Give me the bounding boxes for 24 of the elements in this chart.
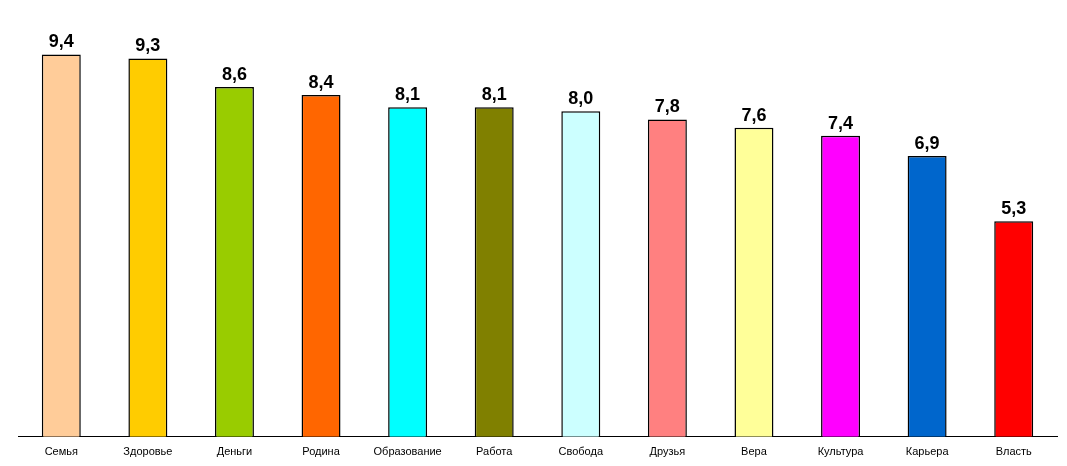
data-label: 8,1 xyxy=(481,84,507,105)
data-label: 5,3 xyxy=(1001,198,1027,219)
data-label: 8,4 xyxy=(308,72,334,93)
x-tick-label: Власть xyxy=(995,445,1033,458)
x-tick-label: Родина xyxy=(302,445,341,458)
x-tick-label: Друзья xyxy=(649,445,686,458)
x-tick-label: Свобода xyxy=(558,445,604,458)
data-label: 7,4 xyxy=(828,112,854,133)
x-tick-label: Семья xyxy=(44,445,78,458)
data-label: 8,6 xyxy=(221,63,247,84)
x-tick-label: Образование xyxy=(373,445,442,458)
x-tick-label: Деньги xyxy=(216,445,253,458)
data-label: 7,8 xyxy=(654,96,680,117)
data-label: 9,4 xyxy=(48,31,74,52)
data-label: 6,9 xyxy=(914,133,940,154)
x-tick-label: Вера xyxy=(741,445,768,458)
data-label: 9,3 xyxy=(135,35,161,56)
x-tick-label: Здоровье xyxy=(123,445,173,458)
data-label: 7,6 xyxy=(741,104,767,125)
x-tick-label: Карьера xyxy=(905,445,950,458)
data-label: 8,0 xyxy=(568,88,594,109)
x-tick-label: Работа xyxy=(476,445,514,458)
data-label: 8,1 xyxy=(395,84,421,105)
x-tick-label: Культура xyxy=(817,445,865,458)
